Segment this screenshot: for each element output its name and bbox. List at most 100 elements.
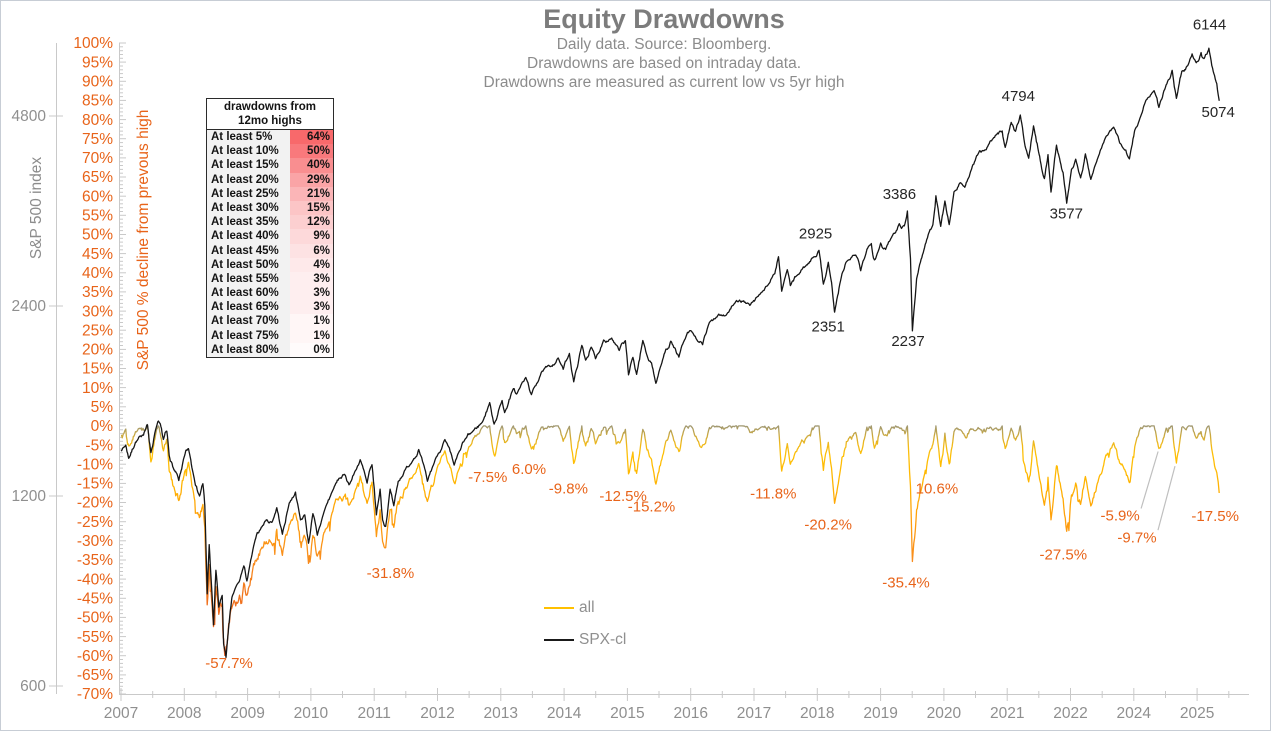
table-row: At least 50% 4% bbox=[207, 257, 333, 272]
pct-tick-label: -15% bbox=[77, 476, 113, 493]
year-label: 2015 bbox=[610, 705, 644, 722]
pct-tick-label: 5% bbox=[91, 399, 114, 416]
chart-title: Equity Drawdowns bbox=[543, 4, 785, 34]
pct-tick-label: -45% bbox=[77, 591, 113, 608]
pct-tick-label: 90% bbox=[82, 74, 113, 91]
drawdown-annotation: -17.5% bbox=[1191, 508, 1239, 525]
spx-price-line bbox=[120, 47, 1220, 659]
pct-tick-label: 65% bbox=[82, 169, 113, 186]
pct-tick-label: 100% bbox=[73, 35, 113, 52]
year-label: 2022 bbox=[1053, 705, 1087, 722]
price-annotation: 2925 bbox=[799, 226, 832, 243]
legend-label-all: all bbox=[579, 599, 595, 616]
table-row-label: At least 25% bbox=[207, 186, 290, 201]
pct-tick-label: -65% bbox=[77, 667, 113, 684]
table-row-label: At least 15% bbox=[207, 158, 290, 173]
year-label: 2007 bbox=[104, 705, 138, 722]
subtitle-line-1: Daily data. Source: Bloomberg. bbox=[556, 36, 772, 53]
pct-tick-label: -40% bbox=[77, 571, 113, 588]
table-row: At least 30% 15% bbox=[207, 200, 333, 216]
pct-tick-label: 85% bbox=[82, 93, 113, 110]
year-label: 2010 bbox=[294, 705, 329, 722]
pct-tick-label: -20% bbox=[77, 495, 113, 512]
pct-tick-label: 70% bbox=[82, 150, 113, 167]
table-row-label: At least 60% bbox=[207, 286, 290, 301]
drawdown-annotation: -20.2% bbox=[804, 517, 852, 534]
year-label: 2013 bbox=[484, 705, 518, 722]
drawdown-annotation: 6.0% bbox=[512, 461, 546, 478]
table-row-value: 1% bbox=[290, 314, 333, 329]
title-block: Equity Drawdowns Daily data. Source: Blo… bbox=[56, 4, 1270, 92]
table-row: At least 5% 64% bbox=[207, 130, 333, 145]
table-row: At least 35% 12% bbox=[207, 215, 333, 230]
drawdown-annotation: -27.5% bbox=[1040, 547, 1088, 564]
table-rows: At least 5% 64% At least 10% 50% At least 15… bbox=[207, 130, 333, 357]
table-row-label: At least 40% bbox=[207, 229, 290, 244]
annotation-leader-line bbox=[1140, 451, 1159, 509]
table-title-line-1: drawdowns from bbox=[223, 101, 316, 113]
drawdown-line-all bbox=[120, 425, 1220, 657]
year-label: 2021 bbox=[990, 705, 1024, 722]
price-axis: 600 1200 2400 4800 bbox=[12, 43, 63, 695]
table-row-value: 4% bbox=[290, 257, 333, 272]
table-row-value: 40% bbox=[290, 158, 333, 173]
year-label: 2009 bbox=[230, 705, 264, 722]
table-row-value: 64% bbox=[290, 130, 333, 145]
pct-tick-label: 80% bbox=[82, 112, 113, 129]
legend: all SPX-cl bbox=[544, 592, 626, 656]
legend-item-spx: SPX-cl bbox=[544, 624, 626, 656]
drawdown-annotation: -7.5% bbox=[468, 469, 507, 486]
subtitle-line-2: Drawdowns are based on intraday data. bbox=[527, 55, 801, 72]
table-row: At least 80% 0% bbox=[207, 342, 333, 357]
year-label: 2011 bbox=[358, 705, 391, 722]
x-axis: 2007 2008 2009 2010 2011 2012 2013 2014 2015 2016… bbox=[104, 688, 1249, 722]
annotations: -57.7% -31.8% -7.5% 6.0%-9.8% -12.5%-15.2% -1… bbox=[205, 16, 1239, 672]
price-tick-label: 4800 bbox=[12, 108, 47, 125]
table-row: At least 45% 6% bbox=[207, 243, 333, 258]
pct-tick-label: 35% bbox=[82, 284, 113, 301]
all-line-swatch bbox=[544, 607, 574, 609]
table-row-value: 21% bbox=[290, 186, 333, 201]
year-label: 2024 bbox=[1117, 705, 1152, 722]
table-row-label: At least 80% bbox=[207, 342, 290, 357]
year-label: 2020 bbox=[927, 705, 962, 722]
table-title-line-2: 12mo highs bbox=[238, 114, 302, 127]
table-row: At least 75% 1% bbox=[207, 328, 333, 343]
drawdown-frequency-table: drawdowns from 12mo highs At least 5% 64%… bbox=[206, 98, 334, 358]
table-row-label: At least 45% bbox=[207, 243, 290, 258]
pct-tick-label: 45% bbox=[82, 246, 113, 263]
price-annotation: 3577 bbox=[1050, 205, 1083, 222]
legend-item-all: all bbox=[544, 592, 626, 624]
table-row: At least 65% 3% bbox=[207, 300, 333, 315]
pct-tick-label: 15% bbox=[82, 361, 113, 378]
pct-tick-label: -70% bbox=[77, 686, 113, 703]
table-row: At least 15% 40% bbox=[207, 158, 333, 173]
table-row-label: At least 50% bbox=[207, 257, 290, 272]
table-row-label: At least 65% bbox=[207, 300, 290, 315]
table-row: At least 55% 3% bbox=[207, 271, 333, 287]
table-row-label: At least 30% bbox=[207, 200, 290, 216]
pct-tick-label: 0% bbox=[91, 418, 114, 435]
price-tick-label: 2400 bbox=[12, 298, 47, 315]
price-annotation: 6144 bbox=[1193, 16, 1226, 33]
drawdown-annotation: -35.4% bbox=[882, 575, 930, 592]
table-row-label: At least 75% bbox=[207, 328, 290, 343]
subtitle-line-3: Drawdowns are measured as current low vs… bbox=[483, 74, 845, 91]
pct-tick-label: 10% bbox=[82, 380, 113, 397]
pct-tick-label: 55% bbox=[82, 208, 113, 225]
table-row-value: 1% bbox=[290, 328, 333, 343]
table-row-label: At least 70% bbox=[207, 314, 290, 329]
legend-label-spx: SPX-cl bbox=[579, 631, 627, 648]
drawdown-annotation: -9.7% bbox=[1117, 529, 1156, 546]
drawdown-annotation: -11.8% bbox=[750, 485, 796, 502]
table-row-value: 6% bbox=[290, 243, 333, 258]
pct-tick-label: -35% bbox=[77, 552, 113, 569]
year-label: 2017 bbox=[737, 705, 771, 722]
annotation-leader-line bbox=[1157, 465, 1176, 531]
pct-axis-title: S&P 500 % decline from prevous high bbox=[135, 109, 152, 371]
pct-tick-label: -60% bbox=[77, 648, 113, 665]
drawdown-annotation: -12.5% bbox=[599, 488, 647, 505]
table-header: drawdowns from 12mo highs bbox=[207, 99, 333, 130]
year-label: 2019 bbox=[863, 705, 897, 722]
year-label: 2018 bbox=[800, 705, 834, 722]
